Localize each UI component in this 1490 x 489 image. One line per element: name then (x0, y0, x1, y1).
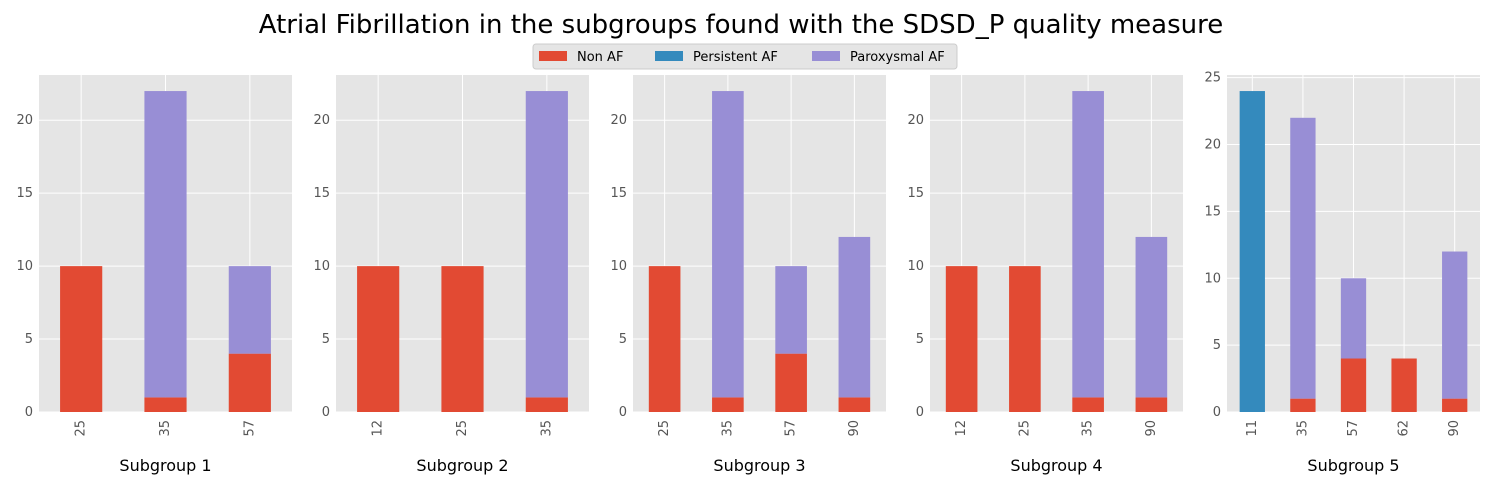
y-tick-label: 10 (610, 259, 627, 274)
x-tick-label-35: 35 (1081, 420, 1096, 437)
x-axis-label: Subgroup 4 (1010, 456, 1102, 475)
legend-label-persistent-af: Persistent AF (693, 50, 778, 65)
bar-non-af-57 (1340, 358, 1367, 412)
x-axis-label: Subgroup 5 (1307, 456, 1399, 475)
y-tick-label: 20 (1204, 138, 1221, 153)
x-tick-label-11: 11 (1245, 420, 1260, 437)
x-tick-label-25: 25 (74, 420, 89, 437)
subplot-4: 0 5 10 15 20 12 25 35 90 Subgroup 4 (907, 75, 1183, 475)
x-tick-label-25: 25 (1017, 420, 1032, 437)
bar-persistent-af-11 (1239, 91, 1265, 413)
bar-non-af-90 (1442, 398, 1468, 412)
y-tick-label: 15 (313, 186, 330, 201)
y-tick-label: 0 (322, 405, 330, 420)
y-tick-label: 10 (313, 259, 330, 274)
bar-paroxysmal-af-35 (1290, 117, 1316, 399)
subplot-2: 0 5 10 15 20 12 25 35 Subgroup 2 (313, 75, 589, 475)
x-tick-label-57: 57 (784, 420, 799, 437)
bar-paroxysmal-af-35 (712, 91, 744, 398)
y-tick-label: 10 (16, 259, 33, 274)
bar-paroxysmal-af-57 (228, 266, 271, 354)
bar-paroxysmal-af-90 (838, 236, 871, 398)
legend-label-non-af: Non AF (577, 50, 623, 65)
x-tick-label-12: 12 (954, 420, 969, 437)
x-tick-label-35: 35 (1295, 420, 1310, 437)
legend-swatch-non-af (539, 51, 567, 61)
y-tick-label: 0 (1213, 405, 1221, 420)
y-tick-label: 10 (907, 259, 924, 274)
y-tick-label: 25 (1204, 71, 1221, 86)
y-tick-label: 10 (1204, 271, 1221, 286)
bar-non-af-35 (144, 397, 187, 412)
x-tick-label-25: 25 (455, 420, 470, 437)
y-tick-label: 5 (619, 332, 627, 347)
y-tick-label: 15 (907, 186, 924, 201)
bar-non-af-35 (1290, 398, 1316, 412)
x-tick-label-35: 35 (720, 420, 735, 437)
x-axis-label: Subgroup 3 (713, 456, 805, 475)
bar-non-af-25 (60, 266, 103, 412)
y-tick-label: 15 (610, 186, 627, 201)
x-tick-label-12: 12 (371, 420, 386, 437)
bar-paroxysmal-af-90 (1442, 251, 1468, 399)
y-tick-label: 20 (907, 113, 924, 128)
y-tick-label: 20 (313, 113, 330, 128)
bar-non-af-62 (1391, 358, 1417, 412)
y-tick-label: 15 (16, 186, 33, 201)
legend-label-paroxysmal-af: Paroxysmal AF (850, 50, 945, 65)
bar-non-af-25 (441, 266, 484, 412)
bar-paroxysmal-af-90 (1135, 236, 1168, 398)
legend-swatch-paroxysmal-af (812, 51, 840, 61)
bar-paroxysmal-af-35 (144, 91, 187, 398)
y-tick-label: 0 (619, 405, 627, 420)
bar-non-af-90 (838, 397, 871, 412)
bar-non-af-35 (1072, 397, 1104, 412)
bar-non-af-12 (945, 266, 978, 412)
subplot-1: 0 5 10 15 20 25 35 57 Subgroup 1 (16, 75, 292, 475)
bar-non-af-12 (357, 266, 400, 412)
legend-swatch-persistent-af (655, 51, 683, 61)
bar-non-af-57 (775, 353, 807, 412)
x-tick-label-62: 62 (1397, 420, 1412, 437)
figure-title: Atrial Fibrillation in the subgroups fou… (259, 10, 1224, 40)
subplot-3: 0 5 10 15 20 25 35 57 90 Subgroup 3 (610, 75, 886, 475)
x-axis-label: Subgroup 2 (416, 456, 508, 475)
x-tick-label-90: 90 (847, 420, 862, 437)
y-tick-label: 5 (916, 332, 924, 347)
bar-paroxysmal-af-35 (525, 91, 568, 398)
y-tick-label: 0 (916, 405, 924, 420)
x-tick-label-25: 25 (657, 420, 672, 437)
bar-non-af-35 (525, 397, 568, 412)
x-axis-label: Subgroup 1 (119, 456, 211, 475)
x-tick-label-90: 90 (1144, 420, 1159, 437)
bar-paroxysmal-af-57 (775, 266, 807, 354)
subplots: 0 5 10 15 20 25 35 57 Subgroup 1 0 5 10 15 20 12 25 35 Su… (16, 71, 1480, 475)
y-tick-label: 20 (16, 113, 33, 128)
y-tick-label: 5 (322, 332, 330, 347)
y-tick-label: 5 (1213, 338, 1221, 353)
y-tick-label: 15 (1204, 204, 1221, 219)
bar-paroxysmal-af-35 (1072, 91, 1104, 398)
x-tick-label-57: 57 (1346, 420, 1361, 437)
subplot-5: 0 5 10 15 20 25 11 35 57 62 90 Subgroup 5 (1204, 71, 1480, 475)
legend: Non AF Persistent AF Paroxysmal AF (532, 43, 958, 70)
bar-non-af-25 (648, 266, 681, 412)
x-tick-label-35: 35 (539, 420, 554, 437)
bar-paroxysmal-af-57 (1340, 278, 1367, 359)
x-tick-label-35: 35 (158, 420, 173, 437)
bar-non-af-57 (228, 353, 271, 412)
y-tick-label: 5 (25, 332, 33, 347)
bar-non-af-90 (1135, 397, 1168, 412)
bar-non-af-35 (712, 397, 744, 412)
x-tick-label-90: 90 (1447, 420, 1462, 437)
x-tick-label-57: 57 (242, 420, 257, 437)
y-tick-label: 0 (25, 405, 33, 420)
bar-non-af-25 (1009, 266, 1041, 412)
y-tick-label: 20 (610, 113, 627, 128)
